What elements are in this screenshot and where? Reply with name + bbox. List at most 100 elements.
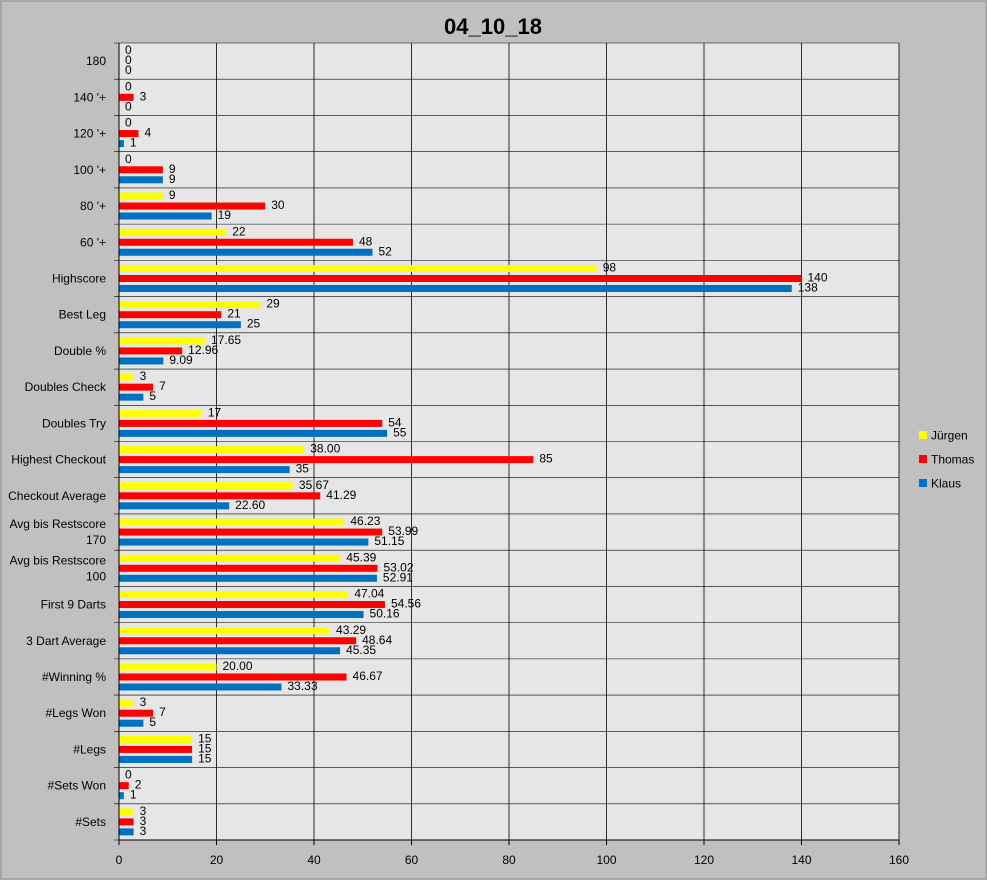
bar-jürgen: [119, 409, 202, 417]
data-label: 1: [130, 788, 137, 802]
data-label: 30: [271, 198, 285, 212]
category-label: Best Leg: [59, 308, 106, 322]
data-label: 48.64: [362, 633, 392, 647]
data-label: 55: [393, 425, 407, 439]
x-tick-label: 60: [405, 853, 419, 867]
data-label: 0: [125, 99, 132, 113]
bar-jürgen: [119, 192, 163, 200]
bar-jürgen: [119, 482, 293, 490]
data-label: 5: [149, 389, 156, 403]
bar-klaus: [119, 719, 144, 727]
bar-thomas: [119, 202, 266, 210]
data-label: 9: [169, 162, 176, 176]
data-label: 9: [169, 172, 176, 186]
category-label: #Legs Won: [46, 706, 107, 720]
data-label: 52: [379, 244, 393, 258]
bar-klaus: [119, 284, 792, 292]
data-label: 46.23: [350, 514, 380, 528]
data-label: 1: [130, 136, 137, 150]
data-label: 0: [125, 43, 132, 57]
legend-label: Jürgen: [931, 429, 968, 443]
bar-jürgen: [119, 337, 206, 345]
data-label: 22.60: [235, 498, 265, 512]
data-label: 53.99: [388, 524, 418, 538]
data-labels: 000030041099930192248529814013829212517.…: [125, 43, 828, 838]
category-label: 60 '+: [80, 235, 106, 249]
category-label: #Winning %: [42, 670, 106, 684]
data-label: 38.00: [310, 442, 340, 456]
bar-klaus: [119, 176, 163, 184]
bar-thomas: [119, 673, 347, 681]
bar-klaus: [119, 828, 134, 836]
category-label: 120 '+: [73, 127, 106, 141]
bar-jürgen: [119, 518, 345, 526]
data-label: 43.29: [336, 623, 366, 637]
bar-klaus: [119, 429, 388, 437]
data-label: 12.96: [188, 343, 218, 357]
data-label: 35.67: [299, 478, 329, 492]
data-label: 45.35: [346, 643, 376, 657]
data-label: 0: [125, 116, 132, 130]
data-label: 3: [140, 824, 147, 838]
data-label: 9.09: [169, 353, 193, 367]
legend: Jürgen Thomas Klaus: [919, 429, 974, 491]
bar-klaus: [119, 321, 241, 329]
data-label: 21: [227, 307, 241, 321]
x-tick-label: 140: [791, 853, 811, 867]
bar-jürgen: [119, 735, 193, 743]
bar-thomas: [119, 311, 222, 319]
data-label: 48: [359, 234, 373, 248]
bar-jürgen: [119, 554, 341, 562]
data-label: 0: [125, 63, 132, 77]
category-label: Highscore: [52, 271, 106, 285]
bar-thomas: [119, 818, 134, 826]
data-label: 17: [208, 405, 222, 419]
data-label: 3: [140, 804, 147, 818]
bar-jürgen: [119, 373, 134, 381]
bar-jürgen: [119, 808, 134, 816]
bar-thomas: [119, 709, 154, 717]
data-label: 7: [159, 705, 166, 719]
bar-klaus: [119, 574, 377, 582]
data-label: 53.02: [383, 560, 413, 574]
bar-thomas: [119, 93, 134, 101]
data-label: 0: [125, 768, 132, 782]
data-label: 138: [798, 280, 818, 294]
bar-thomas: [119, 564, 378, 572]
category-label: Doubles Check: [25, 380, 107, 394]
bar-klaus: [119, 611, 364, 619]
bar-thomas: [119, 601, 385, 609]
bar-klaus: [119, 683, 282, 691]
data-label: 33.33: [287, 679, 317, 693]
x-tick-label: 80: [502, 853, 516, 867]
bar-thomas: [119, 745, 193, 753]
data-label: 47.04: [354, 587, 384, 601]
data-label: 15: [198, 751, 212, 765]
category-label: First 9 Darts: [41, 598, 106, 612]
data-label: 3: [140, 369, 147, 383]
category-label: Checkout Average: [8, 489, 106, 503]
legend-label: Thomas: [931, 453, 974, 467]
data-label: 9: [169, 188, 176, 202]
data-label: 41.29: [326, 488, 356, 502]
data-label: 2: [135, 778, 142, 792]
legend-label: Klaus: [931, 477, 961, 491]
bar-thomas: [119, 528, 383, 536]
data-label: 54: [388, 415, 402, 429]
x-tick-label: 0: [116, 853, 123, 867]
category-label: 100 '+: [73, 163, 106, 177]
bar-klaus: [119, 393, 144, 401]
data-label: 98: [603, 260, 617, 274]
bar-thomas: [119, 238, 353, 246]
legend-swatch-klaus: [919, 479, 927, 487]
data-label: 29: [266, 297, 280, 311]
bar-klaus: [119, 755, 193, 763]
bar-klaus: [119, 248, 373, 256]
data-label: 85: [539, 452, 553, 466]
data-label: 51.15: [374, 534, 404, 548]
data-label: 46.67: [353, 669, 383, 683]
data-label: 4: [145, 126, 152, 140]
chart-title: 04_10_18: [444, 14, 542, 39]
bar-klaus: [119, 357, 164, 365]
